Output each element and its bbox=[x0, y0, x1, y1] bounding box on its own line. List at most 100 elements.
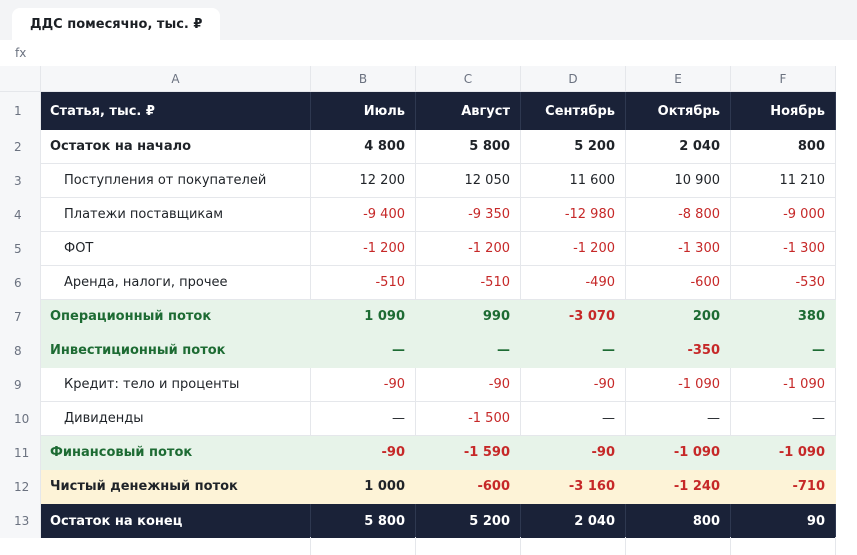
row-label-cell[interactable]: Инвестиционный поток bbox=[41, 334, 311, 368]
value-cell[interactable]: 12 200 bbox=[311, 164, 416, 198]
value-cell[interactable]: -530 bbox=[731, 266, 836, 300]
value-cell[interactable]: -3 160 bbox=[521, 470, 626, 504]
value-cell[interactable]: 1 090 bbox=[311, 300, 416, 334]
value-cell[interactable]: -1 090 bbox=[731, 436, 836, 470]
column-header-b[interactable]: B bbox=[311, 66, 416, 92]
value-cell[interactable]: -1 590 bbox=[416, 436, 521, 470]
row-label-cell[interactable]: Платежи поставщикам bbox=[41, 198, 311, 232]
sheet-tab[interactable]: ДДС помесячно, тыс. ₽ bbox=[12, 8, 220, 40]
row-number[interactable]: 9 bbox=[0, 368, 41, 402]
value-cell[interactable]: -90 bbox=[311, 436, 416, 470]
value-cell[interactable]: 380 bbox=[731, 300, 836, 334]
row-number[interactable]: 12 bbox=[0, 470, 41, 504]
value-cell[interactable]: 2 040 bbox=[521, 504, 626, 538]
column-title-cell[interactable]: Статья, тыс. ₽ bbox=[41, 92, 311, 130]
value-cell[interactable]: -12 980 bbox=[521, 198, 626, 232]
formula-bar[interactable]: fx bbox=[0, 40, 857, 66]
value-cell[interactable]: -1 200 bbox=[311, 232, 416, 266]
row-label-cell[interactable]: Дивиденды bbox=[41, 402, 311, 436]
value-cell[interactable]: -1 300 bbox=[731, 232, 836, 266]
value-cell[interactable]: -1 300 bbox=[626, 232, 731, 266]
value-cell[interactable]: 990 bbox=[416, 300, 521, 334]
value-cell[interactable]: — bbox=[521, 334, 626, 368]
value-cell[interactable]: -600 bbox=[416, 470, 521, 504]
value-cell[interactable]: -350 bbox=[626, 334, 731, 368]
row-label-cell[interactable]: Остаток на конец bbox=[41, 504, 311, 538]
value-cell[interactable]: -9 400 bbox=[311, 198, 416, 232]
column-header-e[interactable]: E bbox=[626, 66, 731, 92]
value-cell[interactable]: -600 bbox=[626, 266, 731, 300]
value-cell[interactable]: 5 200 bbox=[416, 504, 521, 538]
row-label-cell[interactable]: Остаток на начало bbox=[41, 130, 311, 164]
column-header-a[interactable]: A bbox=[41, 66, 311, 92]
value-cell[interactable]: -3 070 bbox=[521, 300, 626, 334]
value-cell[interactable]: — bbox=[521, 402, 626, 436]
row-label-cell[interactable]: ФОТ bbox=[41, 232, 311, 266]
row-label-cell[interactable]: Аренда, налоги, прочее bbox=[41, 266, 311, 300]
column-header-f[interactable]: F bbox=[731, 66, 836, 92]
value-cell[interactable]: — bbox=[311, 402, 416, 436]
value-cell[interactable]: 5 200 bbox=[521, 130, 626, 164]
month-header-cell[interactable]: Октябрь bbox=[626, 92, 731, 130]
value-cell[interactable]: 5 800 bbox=[416, 130, 521, 164]
month-header-cell[interactable]: Сентябрь bbox=[521, 92, 626, 130]
row-label-cell[interactable]: Поступления от покупателей bbox=[41, 164, 311, 198]
row-number[interactable]: 10 bbox=[0, 402, 41, 436]
value-cell[interactable]: 12 050 bbox=[416, 164, 521, 198]
select-all-corner[interactable] bbox=[0, 66, 41, 92]
value-cell[interactable]: 5 800 bbox=[311, 504, 416, 538]
value-cell[interactable]: -1 500 bbox=[416, 402, 521, 436]
column-header-d[interactable]: D bbox=[521, 66, 626, 92]
month-header-cell[interactable]: Июль bbox=[311, 92, 416, 130]
value-cell[interactable]: -90 bbox=[521, 368, 626, 402]
value-cell[interactable]: — bbox=[416, 334, 521, 368]
value-cell[interactable]: -90 bbox=[521, 436, 626, 470]
value-cell[interactable]: — bbox=[731, 334, 836, 368]
column-header-c[interactable]: C bbox=[416, 66, 521, 92]
row-number[interactable]: 7 bbox=[0, 300, 41, 334]
value-cell[interactable]: -1 090 bbox=[626, 436, 731, 470]
month-header-cell[interactable]: Ноябрь bbox=[731, 92, 836, 130]
row-number[interactable]: 2 bbox=[0, 130, 41, 164]
value-cell[interactable]: -9 000 bbox=[731, 198, 836, 232]
value-cell[interactable]: -710 bbox=[731, 470, 836, 504]
month-header-cell[interactable]: Август bbox=[416, 92, 521, 130]
row-label-cell[interactable]: Финансовый поток bbox=[41, 436, 311, 470]
row-number[interactable]: 5 bbox=[0, 232, 41, 266]
row-number[interactable]: 4 bbox=[0, 198, 41, 232]
row-number[interactable]: 11 bbox=[0, 436, 41, 470]
value-cell[interactable]: 90 bbox=[731, 504, 836, 538]
value-cell[interactable]: -1 090 bbox=[626, 368, 731, 402]
value-cell[interactable]: — bbox=[731, 402, 836, 436]
row-number[interactable]: 1 bbox=[0, 92, 41, 130]
row-number[interactable]: 8 bbox=[0, 334, 41, 368]
value-cell[interactable]: -8 800 bbox=[626, 198, 731, 232]
value-cell[interactable]: 4 800 bbox=[311, 130, 416, 164]
row-number[interactable]: 13 bbox=[0, 504, 41, 538]
value-cell[interactable]: 800 bbox=[626, 504, 731, 538]
value-cell[interactable]: 11 600 bbox=[521, 164, 626, 198]
value-cell[interactable]: — bbox=[626, 402, 731, 436]
value-cell[interactable]: 800 bbox=[731, 130, 836, 164]
value-cell[interactable]: 10 900 bbox=[626, 164, 731, 198]
value-cell[interactable]: -510 bbox=[416, 266, 521, 300]
value-cell[interactable]: 2 040 bbox=[626, 130, 731, 164]
row-label-cell[interactable]: Операционный поток bbox=[41, 300, 311, 334]
row-number[interactable]: 3 bbox=[0, 164, 41, 198]
value-cell[interactable]: 1 000 bbox=[311, 470, 416, 504]
row-label-cell[interactable]: Кредит: тело и проценты bbox=[41, 368, 311, 402]
value-cell[interactable]: 11 210 bbox=[731, 164, 836, 198]
value-cell[interactable]: -90 bbox=[416, 368, 521, 402]
value-cell[interactable]: -510 bbox=[311, 266, 416, 300]
value-cell[interactable]: -1 200 bbox=[416, 232, 521, 266]
value-cell[interactable]: -9 350 bbox=[416, 198, 521, 232]
value-cell[interactable]: -490 bbox=[521, 266, 626, 300]
value-cell[interactable]: -1 200 bbox=[521, 232, 626, 266]
value-cell[interactable]: — bbox=[311, 334, 416, 368]
row-label-cell[interactable]: Чистый денежный поток bbox=[41, 470, 311, 504]
value-cell[interactable]: -1 090 bbox=[731, 368, 836, 402]
row-number[interactable]: 6 bbox=[0, 266, 41, 300]
value-cell[interactable]: -1 240 bbox=[626, 470, 731, 504]
value-cell[interactable]: 200 bbox=[626, 300, 731, 334]
value-cell[interactable]: -90 bbox=[311, 368, 416, 402]
